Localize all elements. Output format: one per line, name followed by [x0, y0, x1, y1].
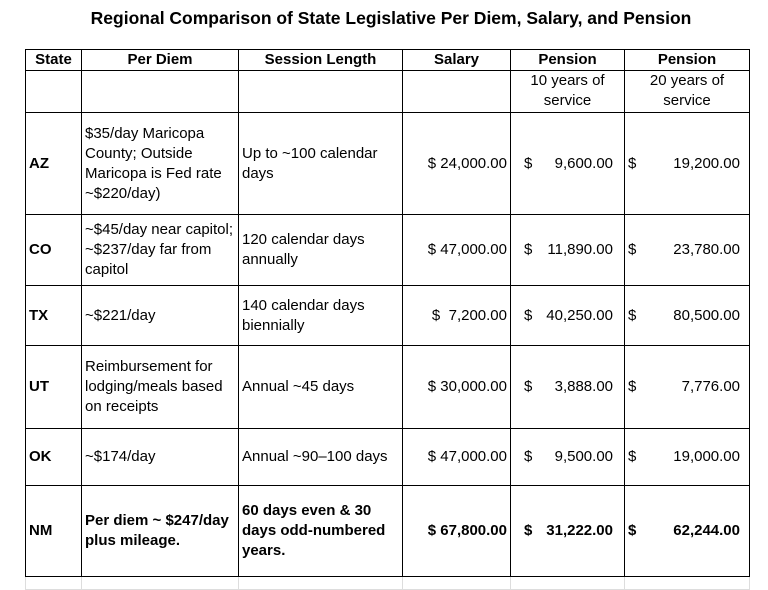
table-row: AZ $35/day Maricopa County; Outside Mari…: [25, 112, 750, 215]
currency-symbol: $: [524, 522, 533, 539]
pension-20-value: 62,244.00: [673, 522, 740, 539]
header-state: State: [25, 49, 82, 71]
session-length-cell: 120 calendar days annually: [238, 214, 403, 286]
pension-10-cell: $40,250.00: [510, 285, 625, 346]
pension-10-cell: $31,222.00: [510, 485, 625, 577]
empty-cell: [510, 576, 625, 590]
session-length-cell: 140 calendar days biennially: [238, 285, 403, 346]
pension-20-cell: $19,000.00: [624, 428, 750, 486]
empty-cell: [81, 70, 239, 113]
pension-20-cell: $7,776.00: [624, 345, 750, 429]
currency-symbol: $: [524, 306, 533, 324]
pension-20-value: 19,000.00: [673, 448, 740, 465]
subheader-row: 10 years of service 20 years of service: [25, 70, 750, 113]
empty-cell: [624, 576, 750, 590]
empty-grid-row: [25, 576, 750, 590]
currency-symbol: $: [524, 378, 533, 395]
state-cell: AZ: [25, 112, 82, 215]
header-pension-10: Pension: [510, 49, 625, 71]
currency-symbol: $: [628, 448, 637, 465]
pension-10-value: 3,888.00: [554, 378, 613, 395]
currency-symbol: $: [628, 306, 637, 324]
currency-symbol: $: [628, 378, 637, 395]
header-session-length: Session Length: [238, 49, 403, 71]
salary-cell: $ 67,800.00: [402, 485, 511, 577]
table-row: OK ~$174/day Annual ~90–100 days $ 47,00…: [25, 428, 750, 486]
header-salary: Salary: [402, 49, 511, 71]
empty-cell: [402, 70, 511, 113]
per-diem-cell: ~$221/day: [81, 285, 239, 346]
per-diem-cell: ~$174/day: [81, 428, 239, 486]
pension-10-value: 40,250.00: [546, 306, 613, 324]
currency-symbol: $: [524, 154, 533, 172]
state-cell: CO: [25, 214, 82, 286]
header-pension-20: Pension: [624, 49, 750, 71]
table-row: CO ~$45/day near capitol; ~$237/day far …: [25, 214, 750, 286]
empty-cell: [238, 70, 403, 113]
currency-symbol: $: [524, 241, 533, 258]
pension-20-value: 23,780.00: [673, 241, 740, 258]
pension-20-value: 19,200.00: [673, 154, 740, 172]
table-row: UT Reimbursement for lodging/meals based…: [25, 345, 750, 429]
pension-10-cell: $9,500.00: [510, 428, 625, 486]
session-length-cell: 60 days even & 30 days odd-numbered year…: [238, 485, 403, 577]
per-diem-cell: $35/day Maricopa County; Outside Maricop…: [81, 112, 239, 215]
pension-10-cell: $3,888.00: [510, 345, 625, 429]
comparison-table: State Per Diem Session Length Salary Pen…: [25, 49, 750, 590]
per-diem-cell: Per diem ~ $247/day plus mileage.: [81, 485, 239, 577]
currency-symbol: $: [628, 522, 637, 539]
per-diem-cell: Reimbursement for lodging/meals based on…: [81, 345, 239, 429]
pension-10-value: 31,222.00: [546, 522, 613, 539]
currency-symbol: $: [524, 448, 533, 465]
header-row: State Per Diem Session Length Salary Pen…: [25, 49, 750, 71]
currency-symbol: $: [628, 154, 637, 172]
pension-20-cell: $23,780.00: [624, 214, 750, 286]
pension-20-cell: $19,200.00: [624, 112, 750, 215]
pension-20-cell: $62,244.00: [624, 485, 750, 577]
pension-10-value: 11,890.00: [547, 241, 613, 258]
pension-10-value: 9,600.00: [554, 154, 613, 172]
salary-cell: $ 47,000.00: [402, 214, 511, 286]
document-title: Regional Comparison of State Legislative…: [90, 8, 692, 28]
empty-cell: [238, 576, 403, 590]
session-length-cell: Annual ~45 days: [238, 345, 403, 429]
salary-cell: $ 24,000.00: [402, 112, 511, 215]
table-row: TX ~$221/day 140 calendar days bienniall…: [25, 285, 750, 346]
state-cell: NM: [25, 485, 82, 577]
pension-20-value: 7,776.00: [681, 378, 740, 395]
table-row: NM Per diem ~ $247/day plus mileage. 60 …: [25, 485, 750, 577]
empty-cell: [81, 576, 239, 590]
empty-cell: [25, 70, 82, 113]
per-diem-cell: ~$45/day near capitol; ~$237/day far fro…: [81, 214, 239, 286]
currency-symbol: $: [628, 241, 637, 258]
pension-20-cell: $80,500.00: [624, 285, 750, 346]
pension-10-cell: $9,600.00: [510, 112, 625, 215]
state-cell: OK: [25, 428, 82, 486]
pension-10-cell: $11,890.00: [510, 214, 625, 286]
header-per-diem: Per Diem: [81, 49, 239, 71]
pension-10-value: 9,500.00: [554, 448, 613, 465]
salary-cell: $ 7,200.00: [402, 285, 511, 346]
session-length-cell: Annual ~90–100 days: [238, 428, 403, 486]
subheader-pension-20: 20 years of service: [624, 70, 750, 113]
session-length-cell: Up to ~100 calendar days: [238, 112, 403, 215]
salary-cell: $ 30,000.00: [402, 345, 511, 429]
state-cell: UT: [25, 345, 82, 429]
empty-cell: [25, 576, 82, 590]
subheader-pension-10: 10 years of service: [510, 70, 625, 113]
state-cell: TX: [25, 285, 82, 346]
empty-cell: [402, 576, 511, 590]
pension-20-value: 80,500.00: [673, 306, 740, 324]
salary-cell: $ 47,000.00: [402, 428, 511, 486]
